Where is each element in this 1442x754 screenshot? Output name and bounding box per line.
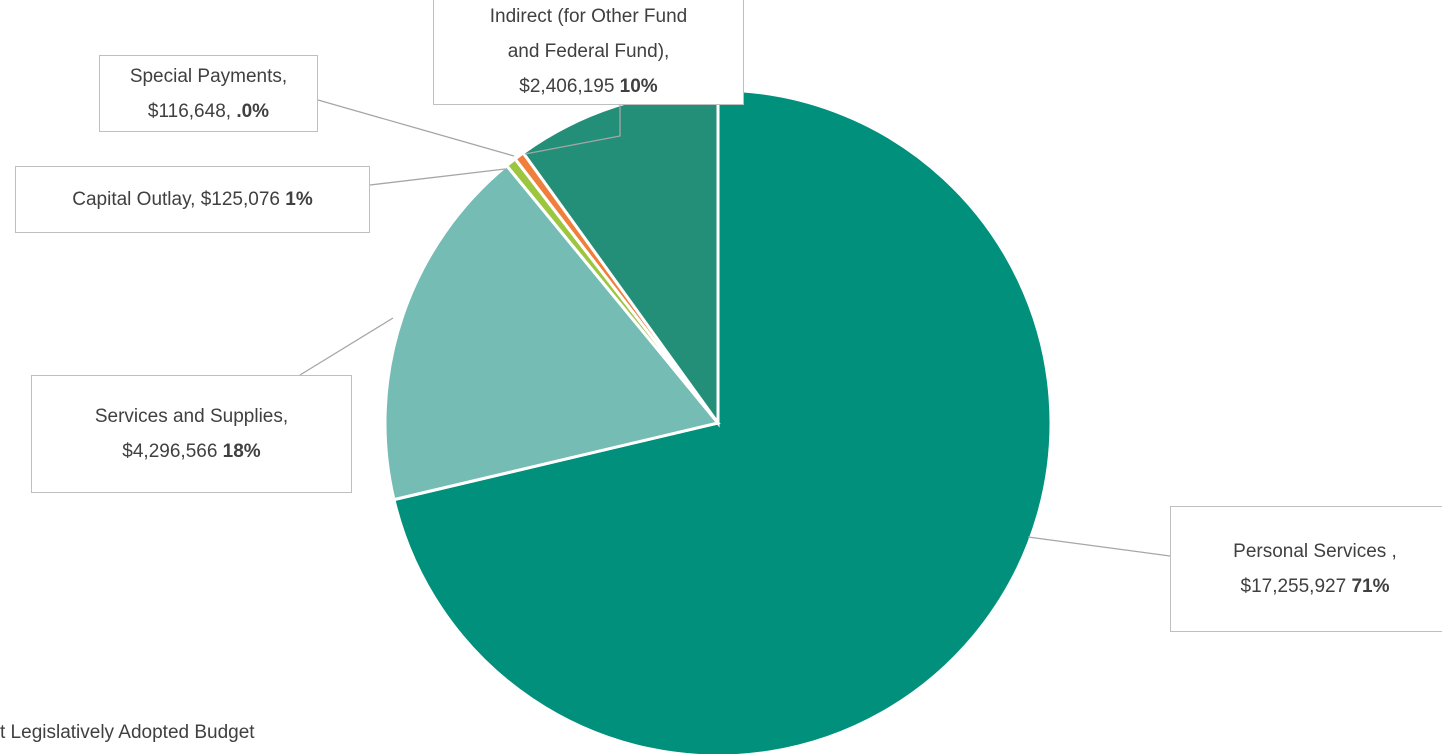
- percent-label: 18%: [222, 441, 261, 462]
- data-label-box: Personal Services , $17,255,927 71%: [1170, 506, 1442, 632]
- percent-label: 1%: [285, 189, 313, 210]
- value-label: $17,255,927: [1240, 576, 1347, 597]
- data-label-box: Capital Outlay, $125,076 1%: [15, 166, 370, 233]
- value-label: $116,648,: [147, 100, 232, 122]
- data-label: Personal Services , $17,255,927 71%: [1195, 534, 1435, 604]
- category-label: Indirect (for Other Fund and Federal Fun…: [489, 6, 688, 62]
- pie-slice: [383, 163, 721, 502]
- leader-line: [1027, 536, 1171, 557]
- value-label: $2,406,195: [519, 76, 615, 97]
- pie-slice: [392, 88, 1053, 754]
- category-label: Personal Services ,: [1233, 541, 1397, 562]
- value-label-line: $4,296,566 18%: [62, 434, 322, 469]
- data-label-box: Indirect (for Other Fund and Federal Fun…: [433, 0, 744, 105]
- data-label: Capital Outlay, $125,076 1%: [23, 182, 363, 217]
- data-label: Services and Supplies, $4,296,566 18%: [62, 399, 322, 469]
- category-label: Capital Outlay,: [72, 189, 196, 210]
- leader-line: [317, 99, 515, 157]
- percent-label: .0%: [236, 100, 270, 122]
- leader-line: [299, 317, 394, 376]
- value-label: $125,076: [200, 189, 280, 210]
- value-label: $4,296,566: [122, 441, 218, 462]
- data-label-box: Services and Supplies, $4,296,566 18%: [31, 375, 352, 493]
- data-label: Indirect (for Other Fund and Federal Fun…: [475, 0, 703, 104]
- leader-line: [524, 105, 621, 155]
- category-label: Services and Supplies,: [94, 406, 289, 427]
- leader-line: [369, 168, 506, 186]
- data-label: Special Payments, $116,648, .0%: [109, 59, 309, 129]
- value-label-line: $17,255,927 71%: [1195, 569, 1435, 604]
- value-label-line: $116,648, .0%: [109, 94, 309, 129]
- data-label-box: Special Payments, $116,648, .0%: [99, 55, 318, 132]
- percent-label: 10%: [619, 76, 658, 97]
- category-label: Special Payments,: [129, 65, 288, 87]
- footnote: t Legislatively Adopted Budget: [0, 722, 255, 743]
- value-label-line: $2,406,195 10%: [475, 69, 703, 104]
- percent-label: 71%: [1351, 576, 1390, 597]
- value-label-line: $125,076 1%: [201, 189, 313, 210]
